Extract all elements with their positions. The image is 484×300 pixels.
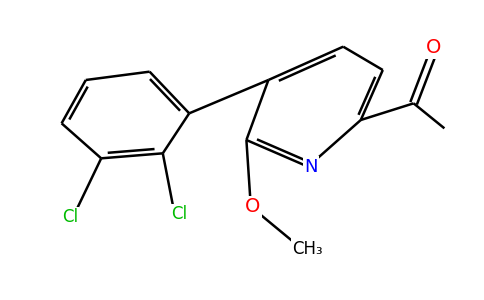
Text: O: O — [245, 197, 260, 216]
Text: O: O — [426, 38, 441, 57]
Text: N: N — [304, 158, 318, 176]
Text: CH₃: CH₃ — [292, 240, 322, 258]
Text: Cl: Cl — [171, 205, 187, 223]
Text: Cl: Cl — [62, 208, 78, 226]
